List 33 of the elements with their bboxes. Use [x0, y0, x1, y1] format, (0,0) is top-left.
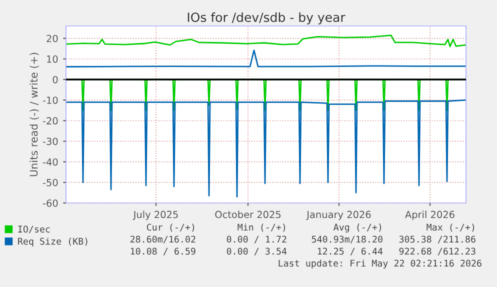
text: 0.00 / 1.72 [226, 236, 286, 244]
y-tick-label: -40 [42, 158, 58, 166]
x-tick-label: October 2025 [215, 210, 281, 218]
line-series [66, 50, 466, 68]
x-tick-label: January 2026 [306, 210, 371, 220]
y-tick-label: -20 [42, 117, 58, 125]
text: 12.25 / 6.44 [318, 248, 383, 256]
text: 28.60m/16.02 [130, 236, 196, 244]
y-axis-title: Units read (-) / write (+) [30, 52, 39, 176]
text: Max (-/+) [426, 224, 474, 232]
text: 10.08 / 6.59 [130, 248, 196, 256]
chart-title: IOs for /dev/sdb - by year [188, 12, 346, 24]
text: Avg (-/+) [334, 224, 382, 232]
x-tick-label: July 2025 [132, 210, 178, 220]
line-series [66, 34, 466, 48]
text: Min (-/+) [238, 224, 286, 232]
legend-label: Req Size (KB) [18, 238, 88, 246]
text: Last update: Fri May 22 02:21:16 2026 [278, 260, 482, 268]
text: 922.68 /612.23 [399, 248, 476, 256]
y-tick-label: 10 [47, 55, 58, 63]
text: 0.00 / 3.54 [226, 248, 287, 256]
text: 540.93m/18.20 [312, 236, 382, 244]
line-series [66, 99, 466, 198]
y-tick-label: -10 [42, 96, 58, 104]
text: 305.38 /211.86 [399, 236, 476, 244]
text: Cur (-/+) [146, 224, 194, 232]
y-tick-label: 20 [46, 34, 58, 42]
y-tick-label: -60 [42, 199, 58, 207]
legend-label: IO/sec [18, 226, 50, 234]
y-tick-label: -30 [42, 138, 58, 146]
y-tick-label: 0 [52, 76, 58, 84]
y-tick-label: -50 [42, 178, 58, 186]
x-tick-label: April 2026 [405, 210, 454, 220]
